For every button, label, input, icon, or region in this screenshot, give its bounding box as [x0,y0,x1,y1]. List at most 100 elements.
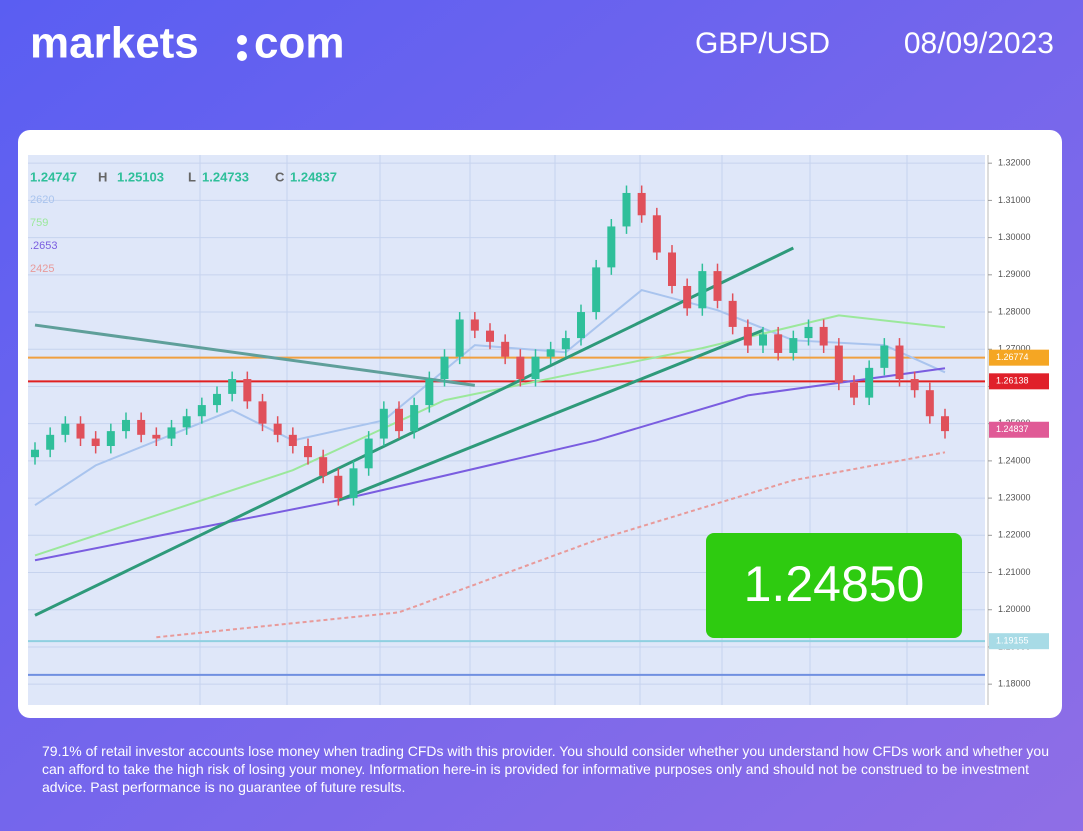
candle-body [668,252,676,286]
y-tick-label: 1.29000 [998,269,1031,279]
logo: com [254,19,344,68]
candle-body [577,312,585,339]
y-tick-label: 1.21000 [998,567,1031,577]
candle-body [698,271,707,309]
y-tick-label: 1.18000 [998,679,1031,689]
price-tag [989,349,1049,366]
legend-entry: 759 [30,217,48,229]
candle-body [531,356,540,380]
price-tag [989,373,1049,390]
moving-average [34,314,946,557]
ohlc-header: 1.24747 [30,169,77,184]
candle-body [122,419,130,432]
pair: GBP/USD [695,27,830,60]
price-tag-label: 1.24837 [996,424,1029,434]
candle-body [425,379,434,406]
candle-body [273,423,282,435]
disclaimer: 79.1% of retail investor accounts lose m… [42,743,1049,795]
candle-body [76,423,85,439]
candle-body [728,300,737,327]
candle-body [288,434,297,447]
candle-body [516,356,525,380]
candle-body [349,468,358,499]
logo: markets [30,19,199,68]
candle-body [258,401,267,424]
y-tick-label: 1.22000 [998,530,1031,540]
candle-body [31,449,39,458]
candle-body [683,285,692,309]
candle-body [501,341,510,357]
candle-body [607,226,616,268]
ohlc-header: L [188,169,196,184]
legend-entry: 2425 [30,263,54,275]
candle-body [637,192,646,216]
candle-body [228,379,237,394]
price-display: 1.24850 [744,556,925,612]
candle-body [865,367,874,398]
candle-body [834,345,843,383]
candle-body [592,267,601,313]
price-tag-label: 1.19155 [996,636,1029,646]
price-box [706,533,962,638]
candle-body [759,334,767,346]
candle-body [304,446,312,458]
y-tick-label: 1.27000 [998,344,1031,354]
candle-body [850,382,858,398]
ohlc-header: 1.24733 [202,169,249,184]
candle-body [713,271,722,301]
y-tick-label: 1.20000 [998,604,1031,614]
ohlc-header: H [98,169,107,184]
candle-body [91,438,100,447]
price-tag [989,633,1049,650]
candle-body [455,319,464,357]
candle-body [652,215,661,253]
candle-body [622,192,631,227]
candle-body [213,393,221,406]
candle-body [152,434,161,439]
candle-body [561,338,570,350]
candle-body [486,330,494,342]
candle-body [46,434,55,450]
candle-body [819,326,828,346]
candle-body [197,405,206,417]
y-tick-label: 1.28000 [998,306,1031,316]
candle-body [182,416,191,428]
y-tick-label: 1.30000 [998,232,1031,242]
moving-average [156,451,946,639]
y-tick-label: 1.24000 [998,455,1031,465]
candle-body [379,408,388,439]
trendline [34,323,476,387]
price-tag-label: 1.26774 [996,352,1029,362]
candle-body [137,419,146,435]
candle-body [774,334,783,353]
candle-body [804,326,813,339]
candle-body [364,438,373,469]
y-tick-label: 1.32000 [998,158,1031,168]
candle-body [61,423,70,435]
candle-body [106,431,115,447]
candle-body [925,390,934,417]
candle-body [880,345,889,368]
candle-body [941,416,949,432]
ohlc-header: C [275,169,285,184]
candle-body [395,408,403,432]
legend-entry: 2620 [30,194,54,206]
legend-entry: .2653 [30,240,58,252]
moving-average [34,367,946,562]
y-tick-label: 1.23000 [998,492,1031,502]
candle-body [167,427,176,439]
price-tag [989,421,1049,438]
candle-body [546,349,555,357]
y-tick-label: 1.31000 [998,195,1031,205]
candle-body [410,405,419,432]
candle-body [440,356,449,380]
candle-body [789,338,798,353]
logo-dots [237,35,247,61]
candle-body [470,319,479,331]
candle-body [243,379,252,402]
price-tag-label: 1.26138 [996,376,1029,386]
candle-body [319,457,328,476]
trendline [337,328,764,502]
